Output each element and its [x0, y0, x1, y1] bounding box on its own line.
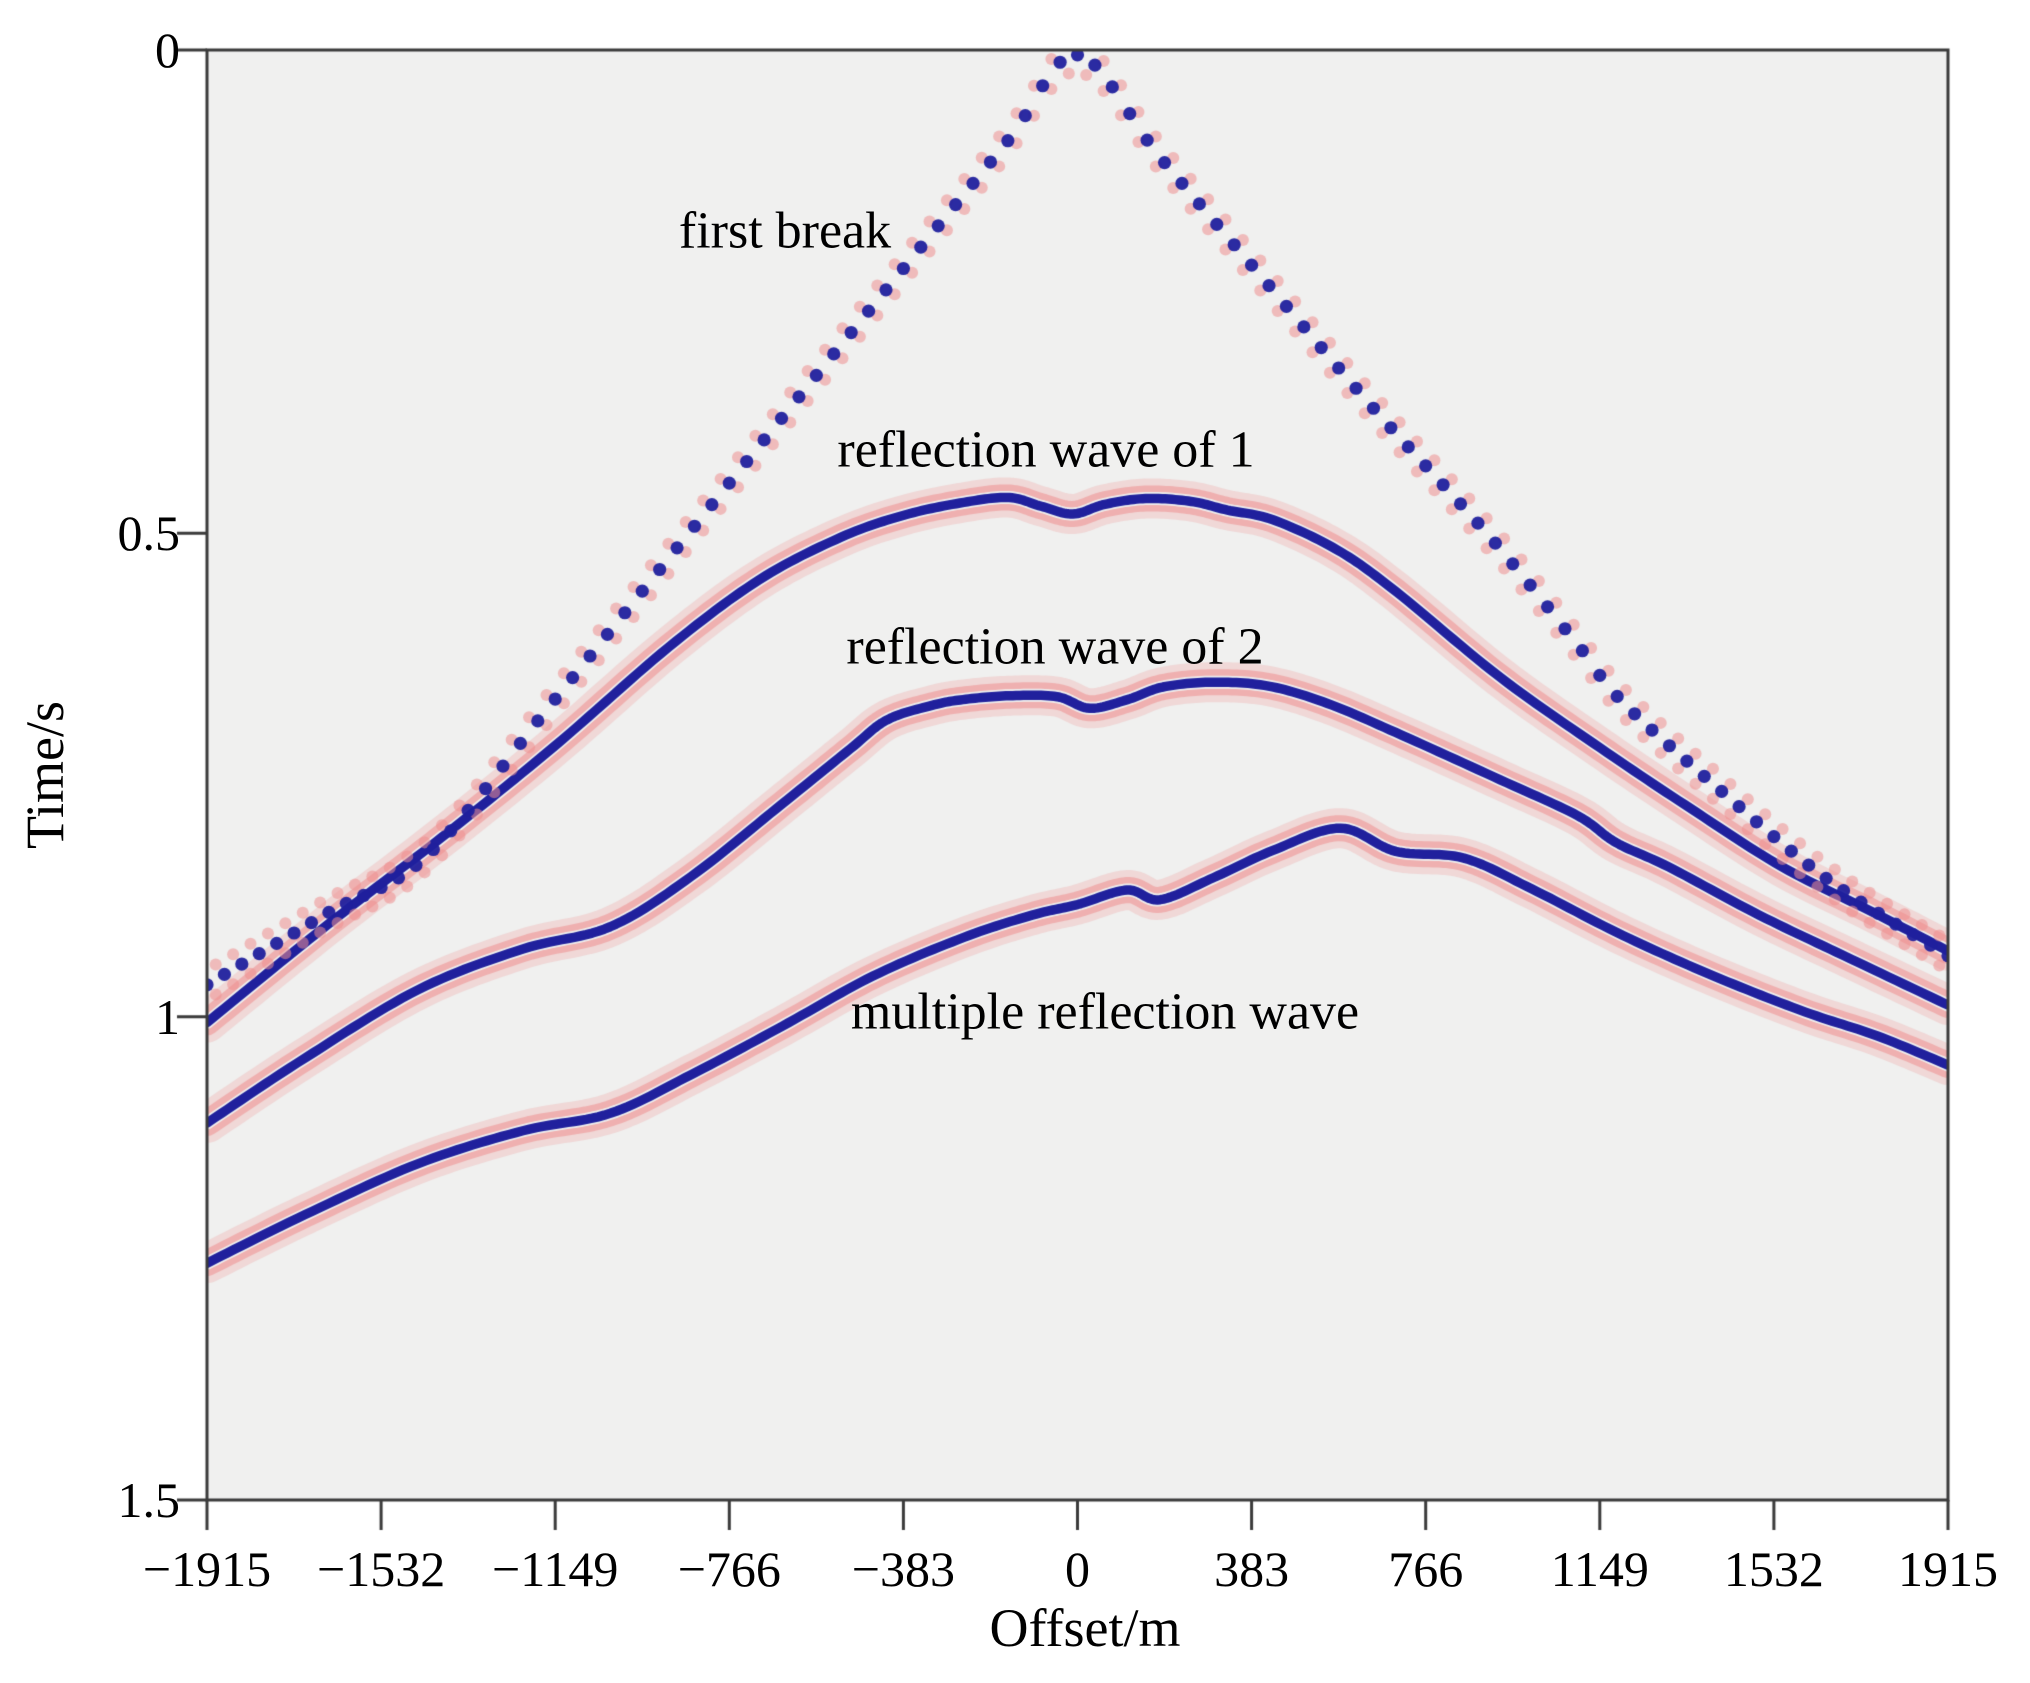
seismic-gather-canvas	[0, 0, 2030, 1683]
seismic-shot-gather-figure: −1915 −1532 −1149 −766 −383 0 383 766 1149 1532 19…	[0, 0, 2030, 1683]
